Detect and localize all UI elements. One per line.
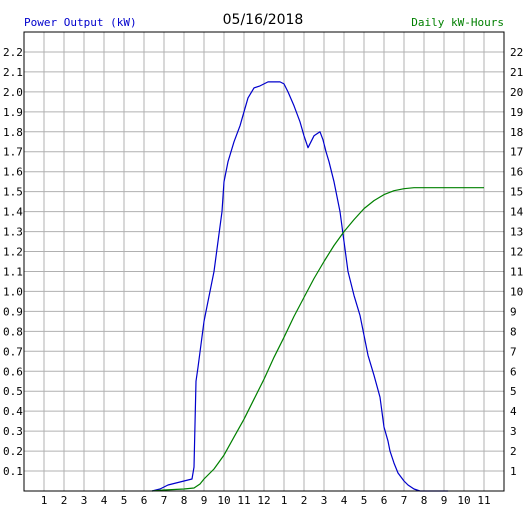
x-tick-label: 8 <box>421 494 428 507</box>
left-tick-label: 1.2 <box>3 246 23 259</box>
right-tick-label: 9 <box>510 305 517 318</box>
left-tick-label: 1.1 <box>3 265 23 278</box>
x-tick-label: 4 <box>341 494 348 507</box>
right-tick-label: 13 <box>510 226 523 239</box>
x-tick-label: 10 <box>217 494 230 507</box>
right-tick-label: 22 <box>510 46 523 59</box>
left-tick-label: 1.9 <box>3 106 23 119</box>
left-tick-label: 0.2 <box>3 445 23 458</box>
right-axis-label: Daily kW-Hours <box>411 16 504 29</box>
x-tick-label: 9 <box>441 494 448 507</box>
left-tick-label: 0.3 <box>3 425 23 438</box>
left-tick-label: 1.6 <box>3 166 23 179</box>
right-tick-label: 2 <box>510 445 517 458</box>
x-tick-label: 6 <box>141 494 148 507</box>
left-tick-label: 0.1 <box>3 465 23 478</box>
x-tick-label: 5 <box>361 494 368 507</box>
left-tick-label: 2.0 <box>3 86 23 99</box>
x-tick-label: 5 <box>121 494 128 507</box>
right-tick-label: 3 <box>510 425 517 438</box>
x-tick-label: 9 <box>201 494 208 507</box>
x-tick-label: 1 <box>41 494 48 507</box>
x-tick-label: 8 <box>181 494 188 507</box>
plot-frame <box>23 31 505 492</box>
right-tick-label: 14 <box>510 206 524 219</box>
power-output-line <box>151 81 448 492</box>
left-tick-label: 2.2 <box>3 46 23 59</box>
left-tick-label: 1.5 <box>3 186 23 199</box>
x-tick-label: 3 <box>81 494 88 507</box>
left-tick-label: 0.4 <box>3 405 23 418</box>
x-tick-label: 7 <box>161 494 168 507</box>
right-tick-label: 16 <box>510 166 523 179</box>
right-tick-label: 15 <box>510 186 523 199</box>
x-tick-label: 4 <box>101 494 108 507</box>
x-tick-label: 7 <box>401 494 408 507</box>
chart-ticks: 1 2 3 4 5 6 7 8 9 10 11 12 1 2 3 4 5 6 7 8 9 10 110.10.20.30.4… <box>3 46 524 507</box>
right-tick-label: 12 <box>510 246 523 259</box>
x-tick-label: 11 <box>237 494 250 507</box>
right-tick-label: 18 <box>510 126 523 139</box>
left-tick-label: 0.8 <box>3 325 23 338</box>
right-tick-label: 4 <box>510 405 517 418</box>
chart-title: 05/16/2018 <box>223 12 304 28</box>
right-tick-label: 11 <box>510 265 523 278</box>
left-tick-label: 1.0 <box>3 285 23 298</box>
chart-grid <box>24 32 504 491</box>
right-tick-label: 21 <box>510 66 523 79</box>
right-tick-label: 5 <box>510 385 517 398</box>
right-tick-label: 8 <box>510 325 517 338</box>
right-tick-label: 6 <box>510 365 517 378</box>
left-tick-label: 1.3 <box>3 226 23 239</box>
left-tick-label: 2.1 <box>3 66 23 79</box>
x-tick-label: 6 <box>381 494 388 507</box>
left-tick-label: 0.6 <box>3 365 23 378</box>
right-tick-label: 19 <box>510 106 523 119</box>
x-tick-label: 3 <box>321 494 328 507</box>
x-tick-label: 11 <box>477 494 490 507</box>
right-tick-label: 20 <box>510 86 523 99</box>
right-tick-label: 7 <box>510 345 517 358</box>
right-tick-label: 1 <box>510 465 517 478</box>
x-tick-label: 10 <box>457 494 470 507</box>
chart-series <box>151 81 484 492</box>
right-tick-label: 17 <box>510 146 523 159</box>
x-tick-label: 2 <box>301 494 308 507</box>
left-tick-label: 1.4 <box>3 206 23 219</box>
x-tick-label: 2 <box>61 494 68 507</box>
x-tick-label: 12 <box>257 494 270 507</box>
x-tick-label: 1 <box>281 494 288 507</box>
left-tick-label: 0.5 <box>3 385 23 398</box>
left-tick-label: 1.8 <box>3 126 23 139</box>
right-tick-label: 10 <box>510 285 523 298</box>
left-axis-label: Power Output (kW) <box>24 16 137 29</box>
left-tick-label: 1.7 <box>3 146 23 159</box>
left-tick-label: 0.9 <box>3 305 23 318</box>
daily-kwh-line <box>151 187 484 492</box>
left-tick-label: 0.7 <box>3 345 23 358</box>
